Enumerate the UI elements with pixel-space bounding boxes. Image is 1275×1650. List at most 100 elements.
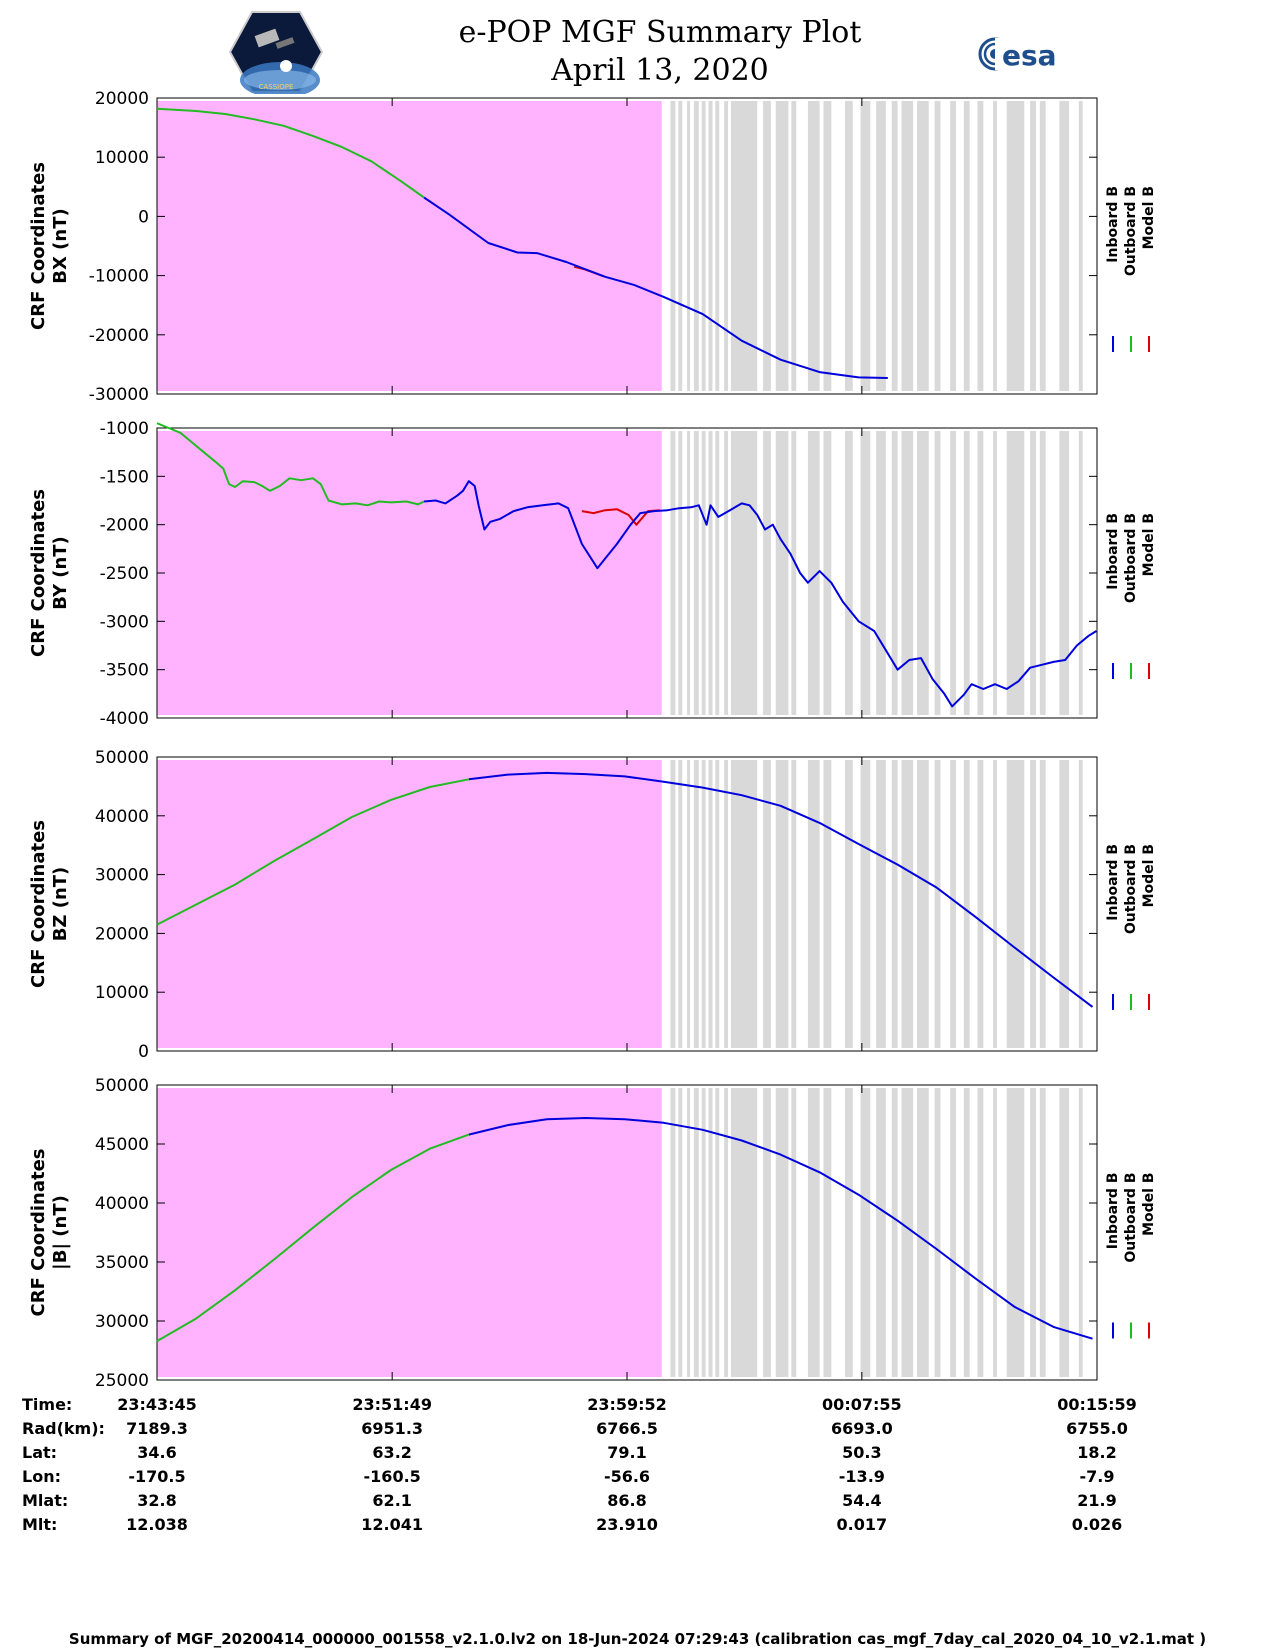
gray-band xyxy=(708,760,713,1048)
gray-band xyxy=(860,1088,871,1377)
gray-band xyxy=(823,760,832,1048)
gray-band xyxy=(1059,760,1070,1048)
gray-band xyxy=(950,431,957,715)
gray-band xyxy=(715,1088,720,1377)
gray-band xyxy=(1078,431,1083,715)
inboard-b-line xyxy=(468,1117,1093,1340)
gray-band xyxy=(687,101,691,391)
gray-band xyxy=(963,760,970,1048)
gray-band xyxy=(701,431,706,715)
gray-band xyxy=(901,101,914,391)
table-cell: 0.017 xyxy=(837,1515,888,1534)
legend-label: Model B xyxy=(1141,186,1157,249)
table-row-label: Lat: xyxy=(22,1443,57,1462)
gray-band xyxy=(715,431,720,715)
gray-band xyxy=(724,431,729,715)
y-tick-label: 30000 xyxy=(95,866,149,886)
y-tick-label: -3500 xyxy=(100,661,149,681)
orbit-info-table: Time: Rad(km): Lat: Lon: Mlat: Mlt: 23:43:45 71… xyxy=(22,1395,1137,1534)
y-tick-label: 10000 xyxy=(95,148,149,168)
panel-3: 50000 40000 30000 20000 10000 0 CRF Coordinate… xyxy=(28,748,1157,1062)
gray-band xyxy=(791,1088,797,1377)
pink-region xyxy=(157,760,662,1048)
table-cell: 6693.0 xyxy=(831,1419,893,1438)
gray-band xyxy=(901,1088,914,1377)
gray-band xyxy=(993,1088,997,1377)
table-cell: 12.041 xyxy=(361,1515,423,1534)
gray-band xyxy=(950,760,957,1048)
panel-1: 20000 10000 0 -10000 -20000 -30000 CRF Coordin… xyxy=(28,89,1157,405)
gray-band xyxy=(977,101,984,391)
panel-4: 50000 45000 40000 35000 30000 25000 CRF Coordi… xyxy=(28,1076,1157,1391)
y-tick-label: 40000 xyxy=(95,1194,149,1214)
gray-band xyxy=(670,101,676,391)
gray-band xyxy=(730,1088,758,1377)
gray-band xyxy=(977,760,984,1048)
gray-band xyxy=(807,1088,820,1377)
summary-footer: Summary of MGF_20200414_000000_001558_v2… xyxy=(68,1630,1207,1648)
table-cell: 21.9 xyxy=(1077,1491,1116,1510)
table-cell: 50.3 xyxy=(842,1443,881,1462)
esa-logo-text: esa xyxy=(1002,39,1057,72)
gray-band xyxy=(1059,101,1070,391)
table-cell: 62.1 xyxy=(372,1491,411,1510)
table-cell: -170.5 xyxy=(128,1467,185,1486)
gray-band xyxy=(708,431,713,715)
gray-band xyxy=(693,760,699,1048)
gray-band xyxy=(724,760,729,1048)
y-axis-label: CRF Coordinates xyxy=(28,1149,49,1317)
table-row-label: Lon: xyxy=(22,1467,61,1486)
gray-band xyxy=(763,431,771,715)
gray-band xyxy=(730,101,758,391)
outboard-b-line xyxy=(156,778,469,926)
gray-band xyxy=(763,1088,771,1377)
gray-band xyxy=(891,760,898,1048)
gray-band xyxy=(701,1088,706,1377)
y-tick-label: 20000 xyxy=(95,89,149,109)
table-row-label: Rad(km): xyxy=(22,1419,105,1438)
gray-band xyxy=(724,101,729,391)
gray-band xyxy=(1006,101,1025,391)
table-cell: 12.038 xyxy=(126,1515,188,1534)
y-tick-label: 45000 xyxy=(95,1135,149,1155)
table-cell: 23:43:45 xyxy=(117,1395,197,1414)
table-cell: 6766.5 xyxy=(596,1419,658,1438)
gray-band xyxy=(917,1088,929,1377)
y-tick-label: -1500 xyxy=(100,467,149,487)
y-tick-label: 0 xyxy=(138,1042,149,1062)
gray-band xyxy=(860,431,871,715)
gray-band xyxy=(807,431,820,715)
y-tick-label: -3000 xyxy=(100,612,149,632)
gray-band xyxy=(1030,431,1036,715)
legend-label: Inboard B xyxy=(1105,186,1121,263)
gray-band xyxy=(891,101,898,391)
gray-band xyxy=(775,101,789,391)
legend-label: Outboard B xyxy=(1123,1173,1139,1263)
gray-band xyxy=(1039,101,1046,391)
y-tick-label: 35000 xyxy=(95,1253,149,1273)
gray-band xyxy=(1006,1088,1025,1377)
gray-band xyxy=(1039,431,1046,715)
gray-band xyxy=(876,760,886,1048)
table-cell: 86.8 xyxy=(607,1491,646,1510)
table-cell: 34.6 xyxy=(137,1443,176,1462)
gray-band xyxy=(917,760,929,1048)
epop-logo-text: CASSIOPE xyxy=(259,83,294,91)
gray-band xyxy=(977,431,984,715)
gray-band xyxy=(715,101,720,391)
panel-2: -1000 -1500 -2000 -2500 -3000 -3500 -4000 CRF C… xyxy=(28,419,1157,729)
gray-band xyxy=(934,431,941,715)
pink-region xyxy=(157,431,662,715)
legend-label: Inboard B xyxy=(1105,1173,1121,1250)
gray-band xyxy=(823,101,832,391)
y-tick-label: 20000 xyxy=(95,924,149,944)
gray-band xyxy=(670,760,676,1048)
table-cell: 00:15:59 xyxy=(1057,1395,1137,1414)
gray-band xyxy=(993,760,997,1048)
inboard-b-line xyxy=(423,480,1097,708)
gray-band xyxy=(876,1088,886,1377)
y-tick-label: 10000 xyxy=(95,983,149,1003)
gray-band xyxy=(791,101,797,391)
table-cell: 79.1 xyxy=(607,1443,646,1462)
gray-band xyxy=(891,1088,898,1377)
